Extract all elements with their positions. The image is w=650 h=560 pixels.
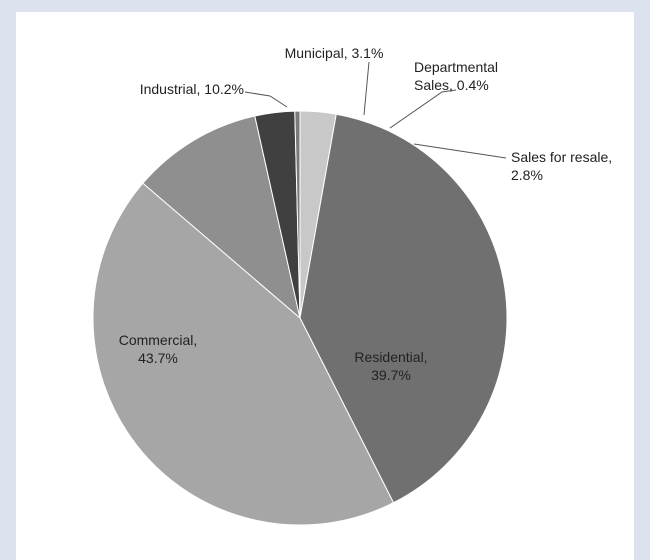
- slice-label-departmental-sales: Departmental Sales, 0.4%: [414, 59, 498, 93]
- pie-chart: Sales for resale, 2.8% Residential, 39.7% Co…: [92, 45, 612, 526]
- slice-residential: [299, 113, 508, 504]
- slice-commercial: [92, 182, 395, 526]
- slice-label-sales-for-resale: Sales for resale, 2.8%: [511, 149, 612, 183]
- slice-label-commercial: Commercial, 43.7%: [119, 332, 198, 366]
- slice-label-residential: Residential, 39.7%: [354, 349, 427, 383]
- slice-label-industrial: Industrial, 10.2%: [140, 81, 244, 97]
- leader-line-municipal: [363, 61, 370, 116]
- slice-departmental-sales: [294, 110, 301, 319]
- leader-line-sales-for-resale: [413, 143, 507, 159]
- leader-line-industrial: [244, 91, 288, 108]
- slice-industrial: [142, 115, 301, 320]
- leader-lines: [244, 61, 507, 159]
- leader-line-departmental-sales: [389, 89, 457, 129]
- pie-slices: [92, 110, 508, 526]
- chart-panel: Sales for resale, 2.8% Residential, 39.7% Co…: [16, 12, 634, 560]
- slice-label-municipal: Municipal, 3.1%: [285, 45, 384, 61]
- slice-labels: Sales for resale, 2.8% Residential, 39.7% Co…: [119, 45, 612, 383]
